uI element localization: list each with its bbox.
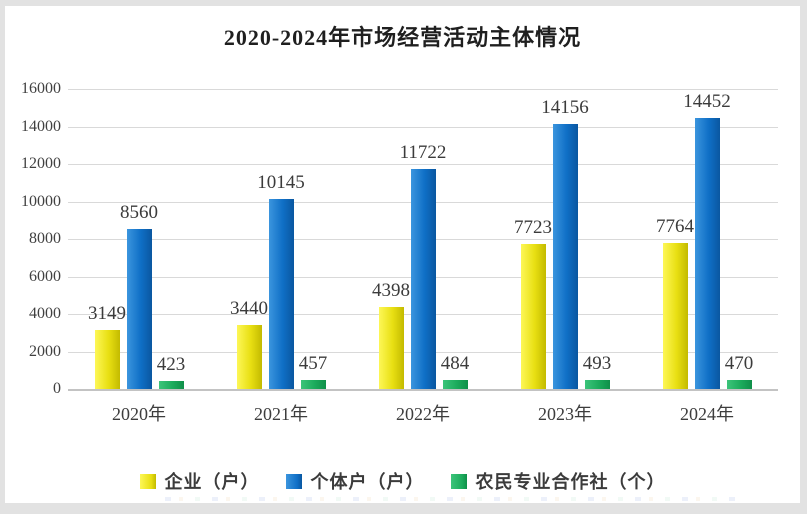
bar-group-2024年: 7764 14452 470 bbox=[636, 89, 778, 389]
legend-swatch-icon bbox=[450, 473, 467, 489]
legend-item: 农民专业合作社（个） bbox=[450, 468, 666, 494]
legend: 企业（户） 个体户（户） 农民专业合作社（个） bbox=[5, 468, 800, 494]
data-label: 3149 bbox=[88, 303, 126, 324]
data-label: 4398 bbox=[372, 279, 410, 301]
y-tick-label: 8000 bbox=[29, 230, 61, 247]
bar-wrap: 4398 bbox=[372, 280, 410, 389]
bar-wrap: 484 bbox=[441, 353, 469, 389]
data-label: 3440 bbox=[230, 297, 268, 319]
bar-农民专业合作社（个）-2020年 bbox=[158, 381, 184, 389]
bar-wrap: 470 bbox=[725, 353, 753, 389]
data-label: 7723 bbox=[514, 217, 552, 239]
y-tick-label: 4000 bbox=[29, 305, 61, 322]
data-label: 423 bbox=[156, 354, 186, 376]
bar-农民专业合作社（个）-2024年 bbox=[726, 380, 752, 389]
data-label: 11722 bbox=[399, 142, 447, 164]
bar-wrap: 423 bbox=[157, 354, 185, 389]
data-label: 457 bbox=[298, 353, 328, 375]
x-axis: 2020年 2021年 2022年 2023年 2024年 bbox=[68, 400, 778, 428]
bar-group-2022年: 4398 11722 484 bbox=[352, 89, 494, 389]
x-tick-label: 2023年 bbox=[538, 404, 592, 424]
bar-企业（户）-2022年 bbox=[378, 306, 404, 389]
bar-农民专业合作社（个）-2022年 bbox=[442, 379, 468, 389]
bar-wrap: 3440 bbox=[230, 298, 268, 389]
data-label: 8560 bbox=[120, 201, 158, 223]
y-tick-label: 10000 bbox=[21, 192, 61, 210]
bar-企业（户）-2021年 bbox=[236, 324, 262, 389]
bar-wrap: 14452 bbox=[683, 91, 731, 389]
legend-label: 农民专业合作社（个） bbox=[475, 472, 666, 492]
bar-个体户（户）-2020年 bbox=[126, 228, 152, 389]
data-label: 14156 bbox=[541, 96, 589, 118]
bar-个体户（户）-2022年 bbox=[410, 169, 436, 389]
bar-wrap: 10145 bbox=[257, 172, 305, 389]
bar-group-2020年: 3149 8560 423 bbox=[68, 89, 210, 389]
bar-group-2023年: 7723 14156 493 bbox=[494, 89, 636, 389]
gridline bbox=[68, 164, 778, 165]
data-label: 484 bbox=[440, 352, 470, 374]
x-tick-label: 2020年 bbox=[112, 404, 166, 424]
y-axis: 0 2000 4000 6000 8000 10000 12000 14000 16000 bbox=[5, 80, 61, 397]
bar-wrap: 3149 bbox=[88, 303, 126, 389]
data-label: 10145 bbox=[257, 171, 305, 193]
bar-企业（户）-2020年 bbox=[94, 330, 120, 389]
bar-企业（户）-2024年 bbox=[662, 243, 688, 389]
bar-wrap: 457 bbox=[299, 353, 327, 389]
plot-area: 3149 8560 423 3440 10145 457 4398 11722 484 7723 1… bbox=[68, 89, 778, 391]
bar-group-2021年: 3440 10145 457 bbox=[210, 89, 352, 389]
y-tick-label: 0 bbox=[53, 380, 61, 397]
legend-label: 企业（户） bbox=[164, 472, 260, 492]
bar-个体户（户）-2021年 bbox=[268, 198, 294, 389]
x-tick-label: 2024年 bbox=[680, 404, 734, 424]
bar-wrap: 7764 bbox=[656, 216, 694, 389]
legend-swatch-icon bbox=[139, 473, 156, 489]
bar-wrap: 8560 bbox=[120, 202, 158, 389]
gridline bbox=[68, 126, 778, 128]
data-label: 7764 bbox=[656, 216, 694, 238]
data-label: 493 bbox=[582, 352, 612, 374]
legend-item: 个体户（户） bbox=[285, 468, 425, 494]
gridline bbox=[68, 89, 778, 90]
cropped-text-artifact bbox=[165, 497, 740, 501]
y-tick-label: 2000 bbox=[29, 342, 61, 360]
chart-title: 2020-2024年市场经营活动主体情况 bbox=[223, 25, 582, 50]
legend-label: 个体户（户） bbox=[310, 472, 425, 492]
x-axis-line bbox=[68, 389, 778, 391]
bar-农民专业合作社（个）-2021年 bbox=[300, 380, 326, 389]
bar-wrap: 7723 bbox=[514, 217, 552, 389]
x-tick-label: 2022年 bbox=[396, 404, 450, 424]
x-tick-label: 2021年 bbox=[254, 404, 308, 424]
bar-农民专业合作社（个）-2023年 bbox=[584, 379, 610, 389]
bar-wrap: 11722 bbox=[400, 142, 446, 389]
legend-swatch-icon bbox=[285, 473, 302, 489]
bar-个体户（户）-2023年 bbox=[552, 123, 578, 389]
y-tick-label: 14000 bbox=[21, 117, 61, 135]
data-label: 470 bbox=[724, 353, 754, 375]
y-tick-label: 12000 bbox=[21, 155, 61, 172]
bar-企业（户）-2023年 bbox=[520, 244, 546, 389]
bar-wrap: 493 bbox=[583, 353, 611, 389]
data-label: 14452 bbox=[683, 91, 731, 112]
legend-item: 企业（户） bbox=[139, 468, 260, 494]
bar-个体户（户）-2024年 bbox=[694, 118, 720, 389]
chart-canvas: 2020-2024年市场经营活动主体情况 0 2000 4000 6000 8000 10… bbox=[5, 6, 800, 503]
bar-wrap: 14156 bbox=[541, 97, 589, 389]
y-tick-label: 6000 bbox=[29, 267, 61, 285]
y-tick-label: 16000 bbox=[21, 80, 61, 97]
